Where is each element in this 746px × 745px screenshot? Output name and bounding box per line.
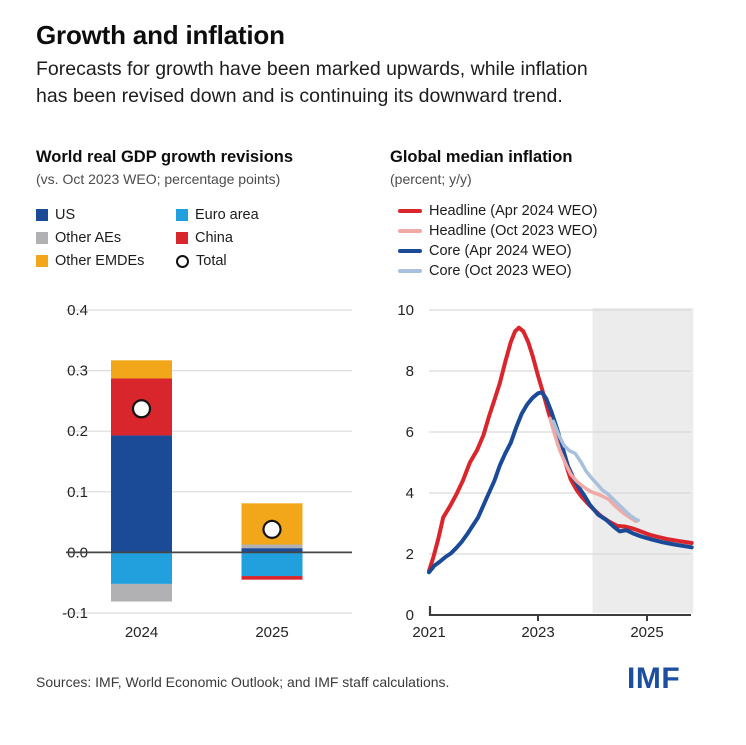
- y-tick-label: 0.3: [67, 363, 88, 380]
- imf-logo: IMF: [627, 662, 681, 695]
- legend-item-headline-apr-2024: Headline (Apr 2024 WEO): [398, 203, 598, 219]
- line-core-apr-2024-weo: [427, 390, 694, 575]
- legend-label: Euro area: [195, 207, 259, 223]
- x-tick-label: 2025: [255, 624, 288, 641]
- euro-area-swatch: [176, 209, 188, 221]
- legend-item-us: US: [36, 207, 76, 223]
- core-apr-line-swatch: [398, 249, 422, 253]
- left-panel-title: World real GDP growth revisions: [36, 148, 294, 166]
- core-oct-line-swatch: [398, 269, 422, 273]
- line-core-oct-2023-weo: [551, 419, 641, 523]
- sources-note: Sources: IMF, World Economic Outlook; an…: [36, 674, 450, 690]
- left-panel-subtitle: (vs. Oct 2023 WEO; percentage points): [36, 171, 281, 187]
- x-tick-label: 2024: [125, 624, 158, 641]
- bar-segment-other-aes-2024: [111, 583, 172, 602]
- legend-item-core-oct-2023: Core (Oct 2023 WEO): [398, 263, 572, 279]
- right-panel-title: Global median inflation: [390, 148, 573, 166]
- x-tick-label: 2023: [521, 624, 554, 641]
- page-subtitle-line-1: Forecasts for growth have been marked up…: [36, 58, 588, 80]
- china-swatch: [176, 232, 188, 244]
- legend-label: Core (Apr 2024 WEO): [429, 243, 572, 259]
- y-tick-label: 4: [406, 485, 414, 502]
- other-emdes-swatch: [36, 255, 48, 267]
- y-tick-label: 0.1: [67, 484, 88, 501]
- y-tick-label: 8: [406, 363, 414, 380]
- page-subtitle-line-2: has been revised down and is continuing …: [36, 85, 563, 107]
- bar-segment-us-2024: [111, 435, 172, 553]
- right-panel-subtitle: (percent; y/y): [390, 171, 472, 187]
- legend-label: Other AEs: [55, 230, 122, 246]
- legend-item-euro-area: Euro area: [176, 207, 259, 223]
- bar-segment-euro-area-2024: [111, 552, 172, 584]
- y-tick-label: 2: [406, 546, 414, 563]
- us-swatch: [36, 209, 48, 221]
- legend-item-headline-oct-2023: Headline (Oct 2023 WEO): [398, 223, 598, 239]
- legend-item-other-emdes: Other EMDEs: [36, 253, 145, 269]
- y-tick-label: 6: [406, 424, 414, 441]
- line-headline-oct-2023-weo: [548, 416, 638, 524]
- y-tick-label: -0.1: [62, 605, 88, 622]
- total-marker-2025: [262, 519, 282, 539]
- legend-item-china: China: [176, 230, 233, 246]
- legend-label: Core (Oct 2023 WEO): [429, 263, 572, 279]
- legend-label: Other EMDEs: [55, 253, 145, 269]
- y-tick-label: 10: [397, 302, 414, 319]
- line-headline-apr-2024-weo: [427, 325, 694, 573]
- total-circle-icon: [176, 254, 189, 268]
- page-title: Growth and inflation: [36, 20, 285, 50]
- headline-oct-line-swatch: [398, 229, 422, 233]
- forecast-shade: [592, 308, 694, 613]
- x-tick-label: 2025: [630, 624, 663, 641]
- legend-label: Total: [196, 253, 227, 269]
- legend-label: China: [195, 230, 233, 246]
- legend-item-core-apr-2024: Core (Apr 2024 WEO): [398, 243, 572, 259]
- bar-segment-china-2025: [241, 576, 303, 580]
- legend-label: US: [55, 207, 76, 223]
- legend-label: Headline (Oct 2023 WEO): [429, 223, 598, 239]
- legend-item-total: Total: [176, 253, 227, 269]
- bar-segment-other-emdes-2024: [111, 360, 172, 379]
- bar-segment-euro-area-2025: [241, 552, 303, 577]
- x-tick-label: 2021: [412, 624, 445, 641]
- legend-label: Headline (Apr 2024 WEO): [429, 203, 598, 219]
- other-aes-swatch: [36, 232, 48, 244]
- headline-apr-line-swatch: [398, 209, 422, 213]
- bar-segment-other-aes-2025: [241, 544, 303, 549]
- bar-segment-us-2025: [241, 548, 303, 553]
- legend-item-other-aes: Other AEs: [36, 230, 122, 246]
- y-tick-label: 0.4: [67, 302, 88, 319]
- y-tick-label: 0: [406, 607, 414, 624]
- total-marker-2024: [131, 399, 152, 419]
- y-tick-label: 0.2: [67, 423, 88, 440]
